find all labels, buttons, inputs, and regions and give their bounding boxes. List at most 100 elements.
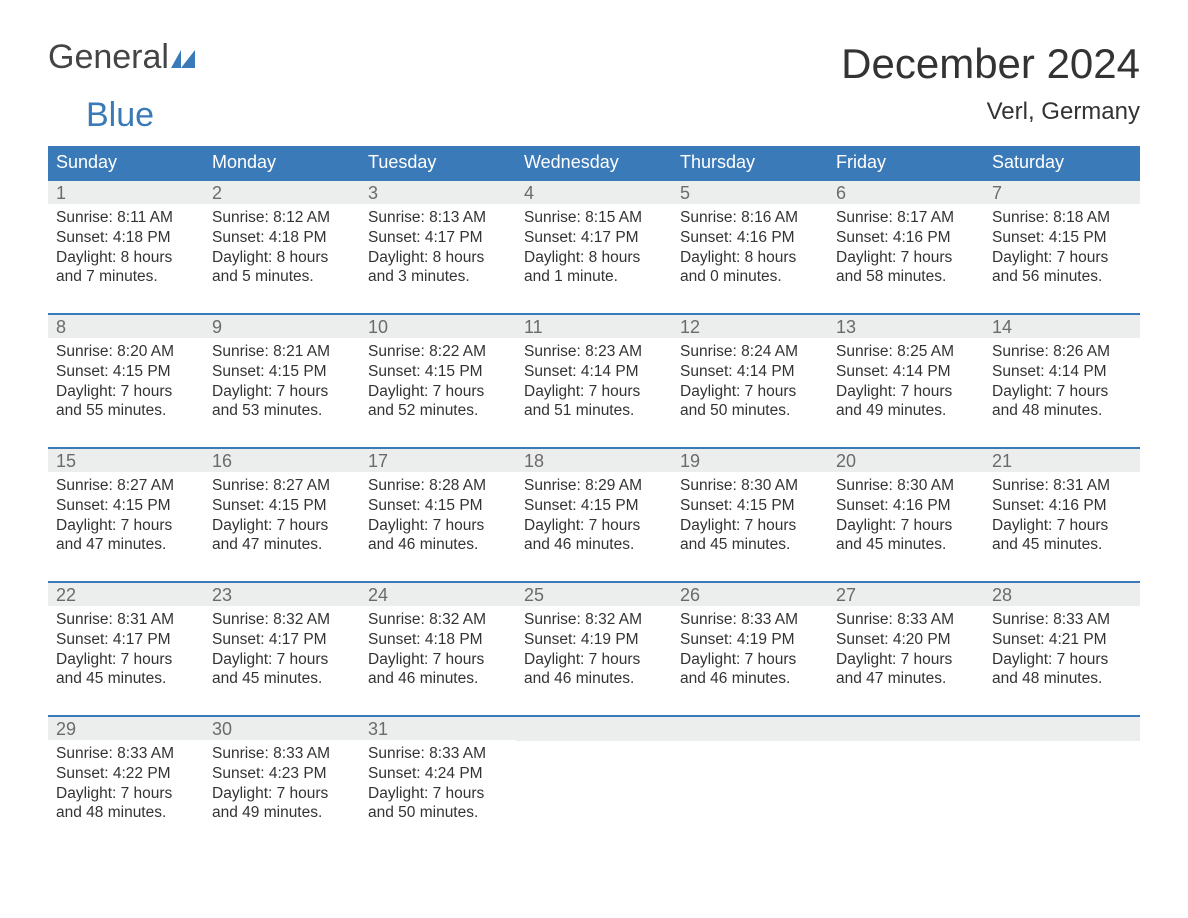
- daylight-line2: and 48 minutes.: [56, 803, 196, 823]
- calendar-day: 18Sunrise: 8:29 AMSunset: 4:15 PMDayligh…: [516, 449, 672, 567]
- day-number: 22: [48, 583, 204, 606]
- day-number: 5: [672, 181, 828, 204]
- calendar-day: 4Sunrise: 8:15 AMSunset: 4:17 PMDaylight…: [516, 181, 672, 299]
- day-details: Sunrise: 8:22 AMSunset: 4:15 PMDaylight:…: [360, 338, 516, 427]
- day-number: 12: [672, 315, 828, 338]
- calendar-day: 19Sunrise: 8:30 AMSunset: 4:15 PMDayligh…: [672, 449, 828, 567]
- daylight-line2: and 50 minutes.: [680, 401, 820, 421]
- sunrise-text: Sunrise: 8:33 AM: [836, 610, 976, 630]
- daylight-line1: Daylight: 7 hours: [368, 784, 508, 804]
- sunrise-text: Sunrise: 8:33 AM: [212, 744, 352, 764]
- calendar-day: 1Sunrise: 8:11 AMSunset: 4:18 PMDaylight…: [48, 181, 204, 299]
- day-details: Sunrise: 8:32 AMSunset: 4:18 PMDaylight:…: [360, 606, 516, 695]
- sunset-text: Sunset: 4:22 PM: [56, 764, 196, 784]
- sunrise-text: Sunrise: 8:22 AM: [368, 342, 508, 362]
- sunrise-text: Sunrise: 8:33 AM: [992, 610, 1132, 630]
- daylight-line1: Daylight: 7 hours: [836, 516, 976, 536]
- day-details: Sunrise: 8:27 AMSunset: 4:15 PMDaylight:…: [204, 472, 360, 561]
- sunrise-text: Sunrise: 8:33 AM: [56, 744, 196, 764]
- sunrise-text: Sunrise: 8:13 AM: [368, 208, 508, 228]
- day-details: Sunrise: 8:30 AMSunset: 4:15 PMDaylight:…: [672, 472, 828, 561]
- day-number: 25: [516, 583, 672, 606]
- month-title: December 2024: [841, 40, 1140, 88]
- calendar-day: 24Sunrise: 8:32 AMSunset: 4:18 PMDayligh…: [360, 583, 516, 701]
- daylight-line1: Daylight: 7 hours: [212, 516, 352, 536]
- sunset-text: Sunset: 4:15 PM: [212, 362, 352, 382]
- sunset-text: Sunset: 4:15 PM: [524, 496, 664, 516]
- sunrise-text: Sunrise: 8:17 AM: [836, 208, 976, 228]
- calendar-day: 22Sunrise: 8:31 AMSunset: 4:17 PMDayligh…: [48, 583, 204, 701]
- day-number: 27: [828, 583, 984, 606]
- calendar-day: [984, 717, 1140, 835]
- weekday-monday: Monday: [204, 146, 360, 179]
- sunrise-text: Sunrise: 8:15 AM: [524, 208, 664, 228]
- daylight-line2: and 55 minutes.: [56, 401, 196, 421]
- daylight-line2: and 1 minute.: [524, 267, 664, 287]
- daylight-line1: Daylight: 7 hours: [992, 248, 1132, 268]
- day-number: 4: [516, 181, 672, 204]
- daylight-line1: Daylight: 7 hours: [992, 382, 1132, 402]
- daylight-line2: and 45 minutes.: [992, 535, 1132, 555]
- sunrise-text: Sunrise: 8:23 AM: [524, 342, 664, 362]
- sunrise-text: Sunrise: 8:12 AM: [212, 208, 352, 228]
- calendar-day: 26Sunrise: 8:33 AMSunset: 4:19 PMDayligh…: [672, 583, 828, 701]
- day-number: 17: [360, 449, 516, 472]
- day-number: 20: [828, 449, 984, 472]
- sunrise-text: Sunrise: 8:31 AM: [56, 610, 196, 630]
- day-number: 8: [48, 315, 204, 338]
- day-details: Sunrise: 8:33 AMSunset: 4:24 PMDaylight:…: [360, 740, 516, 829]
- brand-logo: General Blue: [48, 40, 199, 132]
- day-number: 14: [984, 315, 1140, 338]
- day-number: 10: [360, 315, 516, 338]
- sunrise-text: Sunrise: 8:26 AM: [992, 342, 1132, 362]
- daylight-line2: and 51 minutes.: [524, 401, 664, 421]
- sunset-text: Sunset: 4:18 PM: [212, 228, 352, 248]
- sunset-text: Sunset: 4:14 PM: [836, 362, 976, 382]
- sunrise-text: Sunrise: 8:31 AM: [992, 476, 1132, 496]
- sunset-text: Sunset: 4:14 PM: [992, 362, 1132, 382]
- sunset-text: Sunset: 4:17 PM: [56, 630, 196, 650]
- day-number: 31: [360, 717, 516, 740]
- daylight-line2: and 46 minutes.: [524, 535, 664, 555]
- sunset-text: Sunset: 4:19 PM: [680, 630, 820, 650]
- weekday-sunday: Sunday: [48, 146, 204, 179]
- title-block: December 2024 Verl, Germany: [841, 40, 1140, 126]
- day-number: 3: [360, 181, 516, 204]
- day-details: Sunrise: 8:25 AMSunset: 4:14 PMDaylight:…: [828, 338, 984, 427]
- calendar-week: 15Sunrise: 8:27 AMSunset: 4:15 PMDayligh…: [48, 447, 1140, 567]
- daylight-line1: Daylight: 7 hours: [680, 516, 820, 536]
- header: General Blue December 2024 Verl, Germany: [48, 40, 1140, 132]
- day-details: Sunrise: 8:12 AMSunset: 4:18 PMDaylight:…: [204, 204, 360, 293]
- day-details: Sunrise: 8:33 AMSunset: 4:19 PMDaylight:…: [672, 606, 828, 695]
- sunrise-text: Sunrise: 8:27 AM: [56, 476, 196, 496]
- day-number: 29: [48, 717, 204, 740]
- day-number: 15: [48, 449, 204, 472]
- sunset-text: Sunset: 4:23 PM: [212, 764, 352, 784]
- day-number: 6: [828, 181, 984, 204]
- calendar-day: 5Sunrise: 8:16 AMSunset: 4:16 PMDaylight…: [672, 181, 828, 299]
- daylight-line2: and 47 minutes.: [56, 535, 196, 555]
- calendar-day: 17Sunrise: 8:28 AMSunset: 4:15 PMDayligh…: [360, 449, 516, 567]
- sunset-text: Sunset: 4:15 PM: [56, 362, 196, 382]
- daylight-line1: Daylight: 7 hours: [368, 650, 508, 670]
- sunset-text: Sunset: 4:15 PM: [992, 228, 1132, 248]
- day-details: Sunrise: 8:16 AMSunset: 4:16 PMDaylight:…: [672, 204, 828, 293]
- daylight-line2: and 7 minutes.: [56, 267, 196, 287]
- daylight-line2: and 47 minutes.: [212, 535, 352, 555]
- daylight-line2: and 46 minutes.: [680, 669, 820, 689]
- calendar-day: 16Sunrise: 8:27 AMSunset: 4:15 PMDayligh…: [204, 449, 360, 567]
- day-number: [516, 717, 672, 741]
- daylight-line1: Daylight: 7 hours: [524, 382, 664, 402]
- day-number: 9: [204, 315, 360, 338]
- day-details: Sunrise: 8:33 AMSunset: 4:22 PMDaylight:…: [48, 740, 204, 829]
- day-details: Sunrise: 8:33 AMSunset: 4:23 PMDaylight:…: [204, 740, 360, 829]
- calendar-day: 23Sunrise: 8:32 AMSunset: 4:17 PMDayligh…: [204, 583, 360, 701]
- calendar-week: 1Sunrise: 8:11 AMSunset: 4:18 PMDaylight…: [48, 179, 1140, 299]
- calendar-day: 20Sunrise: 8:30 AMSunset: 4:16 PMDayligh…: [828, 449, 984, 567]
- daylight-line2: and 5 minutes.: [212, 267, 352, 287]
- daylight-line2: and 46 minutes.: [524, 669, 664, 689]
- daylight-line2: and 45 minutes.: [680, 535, 820, 555]
- daylight-line2: and 53 minutes.: [212, 401, 352, 421]
- sunset-text: Sunset: 4:21 PM: [992, 630, 1132, 650]
- day-number: 1: [48, 181, 204, 204]
